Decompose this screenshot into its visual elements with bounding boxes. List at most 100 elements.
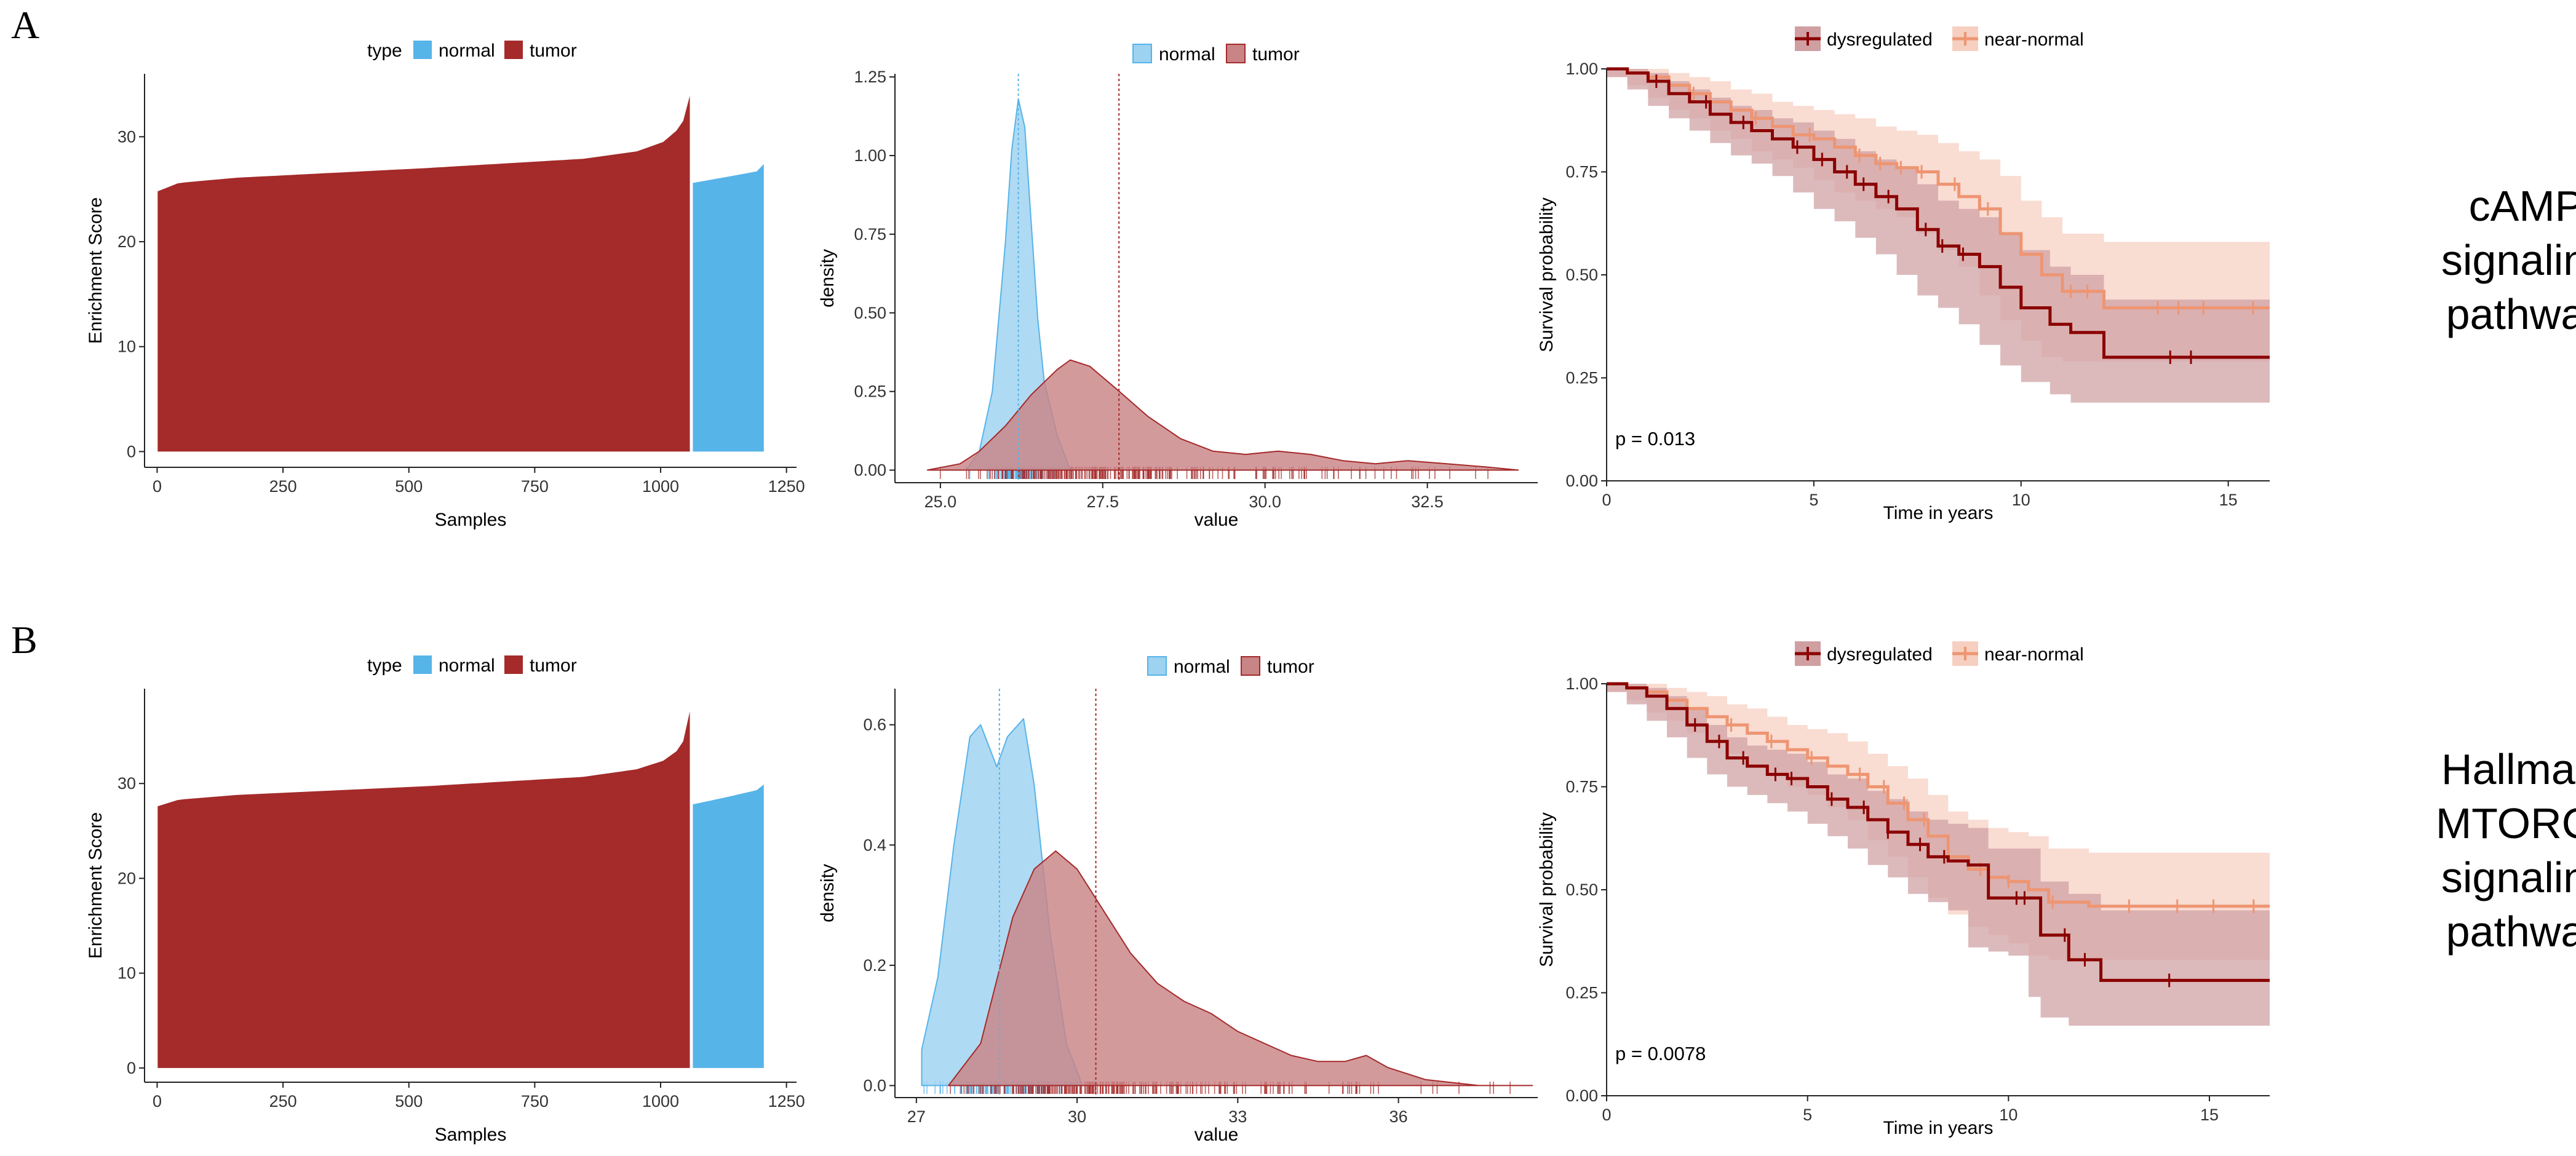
y-tick-label: 0.00 bbox=[854, 461, 886, 480]
x-tick-label: 5 bbox=[1803, 1106, 1812, 1124]
survival-chart: 0 5 10 15 0.00 0.25 0.50 0.75 1.00 Time in years S… bbox=[1536, 26, 2270, 523]
x-tick-label: 0 bbox=[153, 1092, 162, 1110]
y-tick-label: 0.0 bbox=[863, 1076, 886, 1095]
y-axis-title: density bbox=[817, 249, 838, 307]
y-tick-label: 20 bbox=[117, 869, 136, 887]
x-axis-title: Samples bbox=[435, 1125, 507, 1145]
p-value-annotation: p = 0.0078 bbox=[1615, 1043, 1706, 1064]
x-tick-label: 27.5 bbox=[1086, 493, 1119, 511]
panel-letter: B bbox=[11, 618, 38, 662]
pathway-label-line: pathway bbox=[2446, 908, 2576, 956]
y-tick-label: 0.75 bbox=[1565, 778, 1598, 796]
legend-key-normal bbox=[413, 41, 432, 59]
x-tick-label: 1000 bbox=[642, 477, 679, 496]
ci-band-dysregulated bbox=[1607, 684, 2270, 1026]
y-axis-title: Enrichment Score bbox=[85, 197, 106, 344]
pathway-label-line: signaling bbox=[2441, 236, 2576, 284]
y-tick-label: 0.00 bbox=[1565, 1087, 1598, 1105]
pathway-label-line: pathway bbox=[2446, 290, 2576, 338]
legend: type normal tumor bbox=[367, 655, 577, 676]
y-tick-label: 0.25 bbox=[1565, 369, 1598, 387]
legend-label: dysregulated bbox=[1827, 30, 1933, 50]
x-tick-label: 32.5 bbox=[1411, 493, 1444, 511]
legend-label: normal bbox=[1174, 657, 1230, 677]
density-chart: 27 30 33 36 0.0 0.2 0.4 0.6 value density normal tu… bbox=[817, 656, 1538, 1145]
x-tick-label: 30 bbox=[1068, 1107, 1086, 1126]
bar-series-normal bbox=[693, 784, 764, 1068]
x-tick-label: 27 bbox=[907, 1107, 926, 1126]
density-series-tumor bbox=[948, 850, 1533, 1087]
legend-label: tumor bbox=[530, 41, 577, 61]
legend-key-tumor bbox=[504, 655, 523, 674]
legend: type normal tumor bbox=[367, 41, 577, 61]
y-axis-title: Survival probability bbox=[1536, 197, 1557, 352]
x-tick-label: 500 bbox=[395, 1092, 423, 1110]
bar-series-normal bbox=[693, 164, 764, 452]
y-tick-label: 0.6 bbox=[863, 716, 886, 734]
y-tick-label: 0 bbox=[127, 442, 136, 461]
pathway-label-line: signaling bbox=[2441, 853, 2576, 901]
legend-title: type bbox=[367, 655, 402, 676]
legend-key-tumor bbox=[1226, 44, 1246, 63]
pathway-label-line: cAMP bbox=[2469, 182, 2576, 230]
enrichment-chart: 0 250 500 750 1000 1250 0 10 20 30 Samples Enrichme… bbox=[85, 41, 805, 530]
x-tick-label: 1250 bbox=[768, 477, 805, 496]
enrichment-chart: 0 250 500 750 1000 1250 0 10 20 30 Samples Enrichme… bbox=[85, 655, 805, 1145]
legend-label: normal bbox=[439, 41, 495, 61]
density-chart: 25.0 27.5 30.0 32.5 0.00 0.25 0.50 0.75 1.00 1.25… bbox=[817, 44, 1538, 530]
y-tick-label: 0.75 bbox=[854, 225, 886, 243]
y-tick-label: 1.25 bbox=[854, 68, 886, 86]
x-tick-label: 25.0 bbox=[924, 493, 957, 511]
y-tick-label: 1.00 bbox=[1565, 60, 1598, 78]
panel-B: BHallmarkMTORC1signalingpathway025050075… bbox=[11, 618, 2576, 1145]
x-tick-label: 33 bbox=[1228, 1107, 1247, 1126]
x-axis-title: Time in years bbox=[1883, 503, 1994, 523]
panel-A: AcAMPsignalingpathway0250500750100012500… bbox=[11, 3, 2576, 530]
legend: dysregulated near-normal bbox=[1795, 26, 2084, 51]
legend-key-tumor bbox=[1241, 656, 1260, 676]
x-axis-title: Time in years bbox=[1883, 1118, 1994, 1138]
pathway-label-line: MTORC1 bbox=[2436, 799, 2576, 847]
legend-label: tumor bbox=[1252, 44, 1300, 65]
survival-curve-dysregulated bbox=[1607, 682, 2270, 982]
x-tick-label: 750 bbox=[521, 1092, 549, 1110]
y-tick-label: 0.25 bbox=[854, 382, 886, 401]
y-axis-title: Survival probability bbox=[1536, 812, 1557, 967]
y-tick-label: 0.25 bbox=[1565, 984, 1598, 1002]
y-tick-label: 20 bbox=[117, 232, 136, 251]
y-tick-label: 30 bbox=[117, 127, 136, 146]
y-tick-label: 10 bbox=[117, 338, 136, 356]
bar-series-tumor bbox=[157, 95, 690, 452]
y-tick-label: 0.50 bbox=[1565, 881, 1598, 899]
x-axis-title: Samples bbox=[435, 510, 507, 530]
y-tick-label: 0.75 bbox=[1565, 163, 1598, 181]
x-axis-title: value bbox=[1195, 1125, 1239, 1145]
x-tick-label: 10 bbox=[2012, 491, 2030, 509]
y-tick-label: 0.50 bbox=[1565, 266, 1598, 284]
x-axis-title: value bbox=[1195, 510, 1239, 530]
legend-key-tumor bbox=[504, 41, 523, 59]
pathway-label: Hallmark MTORC1 signaling pathway bbox=[2436, 745, 2576, 956]
legend-label: tumor bbox=[530, 655, 577, 676]
legend-label: normal bbox=[439, 655, 495, 676]
y-axis-title: Enrichment Score bbox=[85, 812, 106, 959]
pathway-label: cAMP signaling pathway bbox=[2441, 182, 2576, 338]
legend-key-normal bbox=[1132, 44, 1152, 63]
legend: dysregulated near-normal bbox=[1795, 641, 2084, 666]
x-tick-label: 36 bbox=[1389, 1107, 1408, 1126]
survival-chart: 0 5 10 15 0.00 0.25 0.50 0.75 1.00 Time in years S… bbox=[1536, 641, 2270, 1138]
y-tick-label: 0.4 bbox=[863, 836, 886, 854]
panel-letter: A bbox=[11, 3, 39, 47]
bar-series-tumor bbox=[157, 711, 690, 1068]
y-tick-label: 0.00 bbox=[1565, 472, 1598, 490]
x-tick-label: 500 bbox=[395, 477, 423, 496]
legend-key-normal bbox=[413, 655, 432, 674]
x-tick-label: 250 bbox=[269, 477, 297, 496]
y-axis-title: density bbox=[817, 864, 838, 922]
x-tick-label: 250 bbox=[269, 1092, 297, 1110]
y-tick-label: 0.50 bbox=[854, 304, 886, 322]
x-tick-label: 15 bbox=[2200, 1106, 2219, 1124]
legend-label: normal bbox=[1159, 44, 1215, 65]
x-tick-label: 0 bbox=[153, 477, 162, 496]
